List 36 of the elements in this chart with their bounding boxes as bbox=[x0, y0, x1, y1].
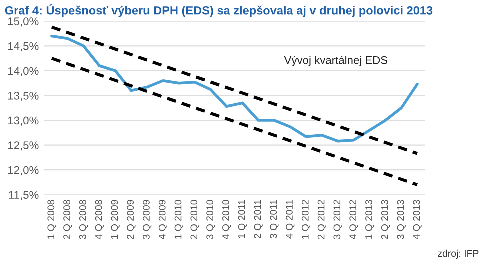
annotation: Vývoj kvartálnej EDS bbox=[284, 56, 388, 66]
x-tick-label: 4 Q 2009 bbox=[158, 200, 168, 240]
x-tick-label: 1 Q 2009 bbox=[111, 200, 120, 240]
line-series bbox=[50, 34, 419, 143]
x-tick-label: 2 Q 2009 bbox=[127, 200, 136, 240]
y-tick-label: 12,5% bbox=[8, 142, 39, 151]
x-tick-label: 4 Q 2010 bbox=[222, 200, 232, 240]
y-tick-label: 13,5% bbox=[8, 92, 39, 102]
chart-title: Graf 4: Úspešnosť výberu DPH (EDS) sa zlepšovala aj v druhej polovici 2013 bbox=[5, 4, 433, 18]
text: zdroj: IFP bbox=[438, 250, 479, 259]
x-tick-label: 1 Q 2011 bbox=[238, 200, 248, 238]
x-tick-label: 2 Q 2008 bbox=[64, 200, 72, 240]
x-tick-label: 4 Q 2011 bbox=[286, 200, 295, 239]
x-tick-label: 2 Q 2010 bbox=[190, 200, 200, 240]
x-tick-label: 1 Q 2008 bbox=[48, 200, 56, 240]
y-tick-label: 11,5% bbox=[9, 191, 39, 200]
x-tick-label: 3 Q 2009 bbox=[143, 200, 152, 240]
x-tick-label: 4 Q 2008 bbox=[95, 200, 104, 240]
x-tick-label: 1 Q 2012 bbox=[302, 200, 311, 240]
x-tick-label: 1 Q 2010 bbox=[174, 200, 184, 240]
x-tick-label: 2 Q 2011 bbox=[254, 200, 263, 239]
x-tick-label: 3 Q 2013 bbox=[397, 200, 406, 240]
x-tick-label: 4 Q 2013 bbox=[413, 200, 422, 240]
x-tick-label: 3 Q 2008 bbox=[79, 200, 88, 240]
y-tick-label: 13,0% bbox=[8, 116, 39, 126]
y-tick-label: 12,0% bbox=[8, 166, 39, 176]
x-tick-label: 2 Q 2012 bbox=[318, 200, 326, 240]
y-tick-label: 15,0% bbox=[8, 18, 39, 27]
x-tick-label: 4 Q 2012 bbox=[350, 200, 358, 240]
x-tick-label: 3 Q 2011 bbox=[270, 200, 279, 239]
x-tick-label: 3 Q 2012 bbox=[334, 200, 342, 240]
y-tick-label: 14,5% bbox=[8, 42, 39, 52]
x-tick-label: 1 Q 2013 bbox=[366, 200, 374, 240]
x-tick-label: 2 Q 2013 bbox=[381, 200, 390, 240]
x-tick-label: 3 Q 2010 bbox=[206, 200, 216, 240]
y-tick-label: 14,0% bbox=[8, 67, 39, 76]
